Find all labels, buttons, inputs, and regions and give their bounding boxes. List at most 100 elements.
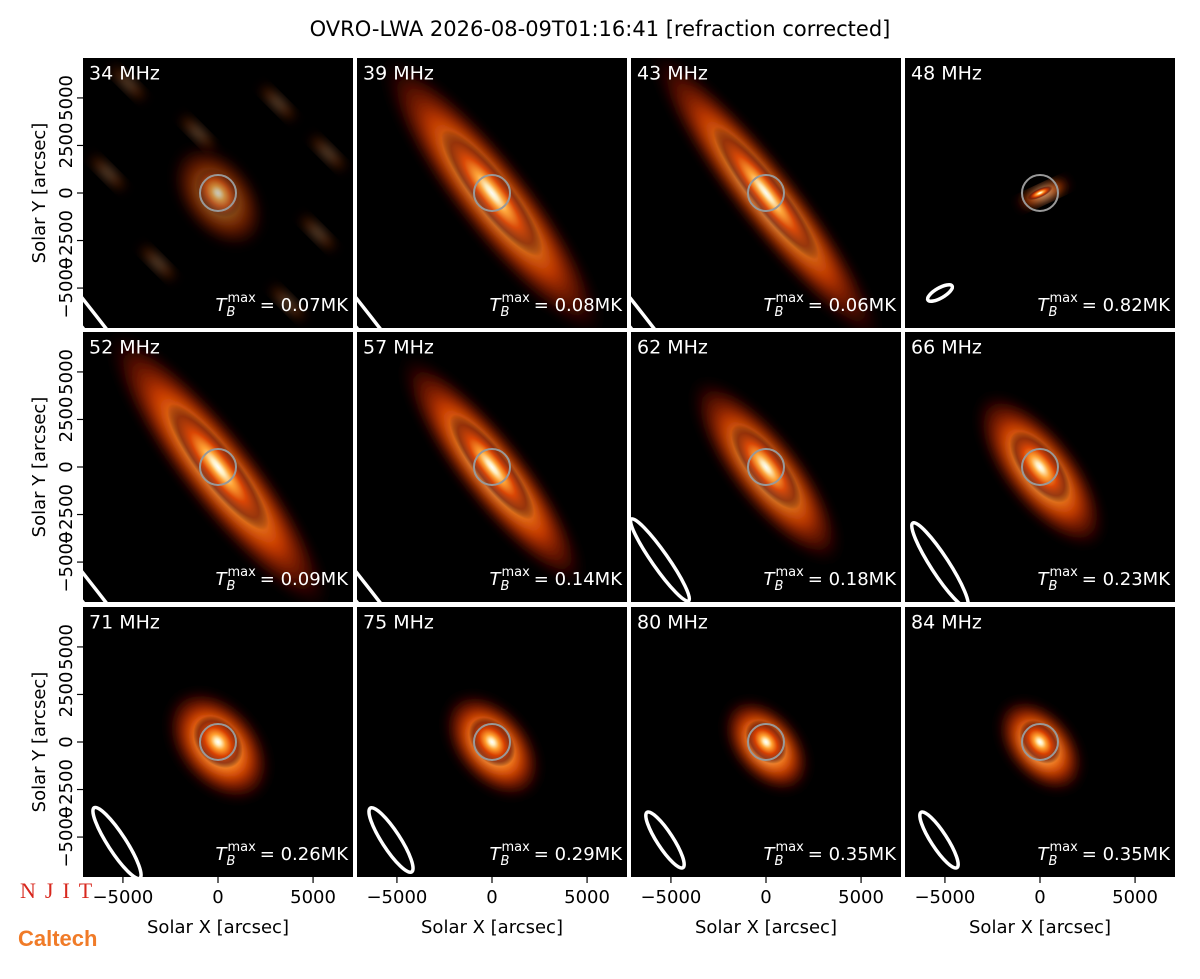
solar-disk (747, 448, 785, 486)
panel-title: 52 MHz (89, 337, 160, 359)
solar-disk (199, 448, 237, 486)
y-axis-label: Solar Y [arcsec] (29, 123, 50, 264)
image (631, 377, 843, 602)
tb-value: = 0.82MK (1082, 295, 1171, 316)
tb-symbol: T (216, 295, 229, 316)
y-tick-label: 0 (56, 187, 77, 198)
beam (631, 517, 692, 602)
emission-core (1027, 185, 1053, 201)
image (83, 332, 331, 602)
x-tick-label: 5000 (1112, 887, 1158, 908)
tb-sub: B (501, 305, 510, 320)
noise (107, 62, 149, 104)
emission-core (468, 717, 516, 767)
y-tick-label: −2500 (56, 210, 77, 271)
beam (83, 136, 232, 328)
tb-value: = 0.23MK (1082, 569, 1171, 590)
tb-sub: B (501, 579, 510, 594)
panel: 66 MHz TBmax = 0.23MK (905, 332, 1175, 602)
x-tick-label: 5000 (564, 887, 610, 908)
tb-annotation: TBmax = 0.07MK (216, 291, 350, 320)
tb-symbol: T (216, 569, 229, 590)
solar-disk (1021, 448, 1059, 486)
solar-disk (747, 174, 785, 212)
noise (87, 152, 129, 194)
tb-sup: max (501, 840, 530, 855)
tb-sup: max (227, 565, 256, 580)
y-tick-label: 0 (56, 461, 77, 472)
tb-sub: B (227, 579, 236, 594)
beam (357, 410, 506, 602)
tb-symbol: T (1038, 569, 1051, 590)
y-tick-label: −2500 (56, 759, 77, 820)
tb-sub: B (227, 854, 236, 869)
tb-sup: max (775, 565, 804, 580)
emission-core (1019, 720, 1061, 764)
panel-title: 57 MHz (363, 337, 434, 359)
x-axis-label: Solar X [arcsec] (695, 917, 837, 938)
beam (91, 805, 143, 877)
emission-core (1009, 431, 1071, 503)
image (644, 698, 811, 870)
beam (909, 521, 971, 602)
y-tick-label: −5000 (56, 807, 77, 868)
tb-sup: max (1049, 565, 1078, 580)
tb-value: = 0.18MK (808, 569, 897, 590)
tb-symbol: T (490, 569, 503, 590)
panel: 43 MHz TBmax = 0.06MK (631, 58, 901, 328)
y-tick-label: 2500 (56, 672, 77, 718)
panel-title: 71 MHz (89, 612, 160, 634)
y-tick-label: 2500 (56, 397, 77, 443)
solar-disk (473, 448, 511, 486)
tb-annotation: TBmax = 0.29MK (490, 840, 624, 869)
beam (631, 136, 780, 328)
solar-disk (747, 723, 785, 761)
emission-core (167, 403, 269, 531)
tb-annotation: TBmax = 0.26MK (216, 840, 350, 869)
logo-caltech: Caltech (18, 926, 97, 951)
tb-value: = 0.08MK (534, 295, 623, 316)
tb-sub: B (775, 854, 784, 869)
tb-annotation: TBmax = 0.82MK (1038, 291, 1172, 320)
tb-annotation: TBmax = 0.09MK (216, 565, 350, 594)
emission-core (745, 720, 787, 764)
panel-title: 62 MHz (637, 337, 708, 359)
x-tick-label: 0 (1034, 887, 1045, 908)
tb-sup: max (1049, 840, 1078, 855)
solar-disk (473, 174, 511, 212)
tb-value: = 0.14MK (534, 569, 623, 590)
emission-core (713, 126, 819, 260)
panel-title: 43 MHz (637, 63, 708, 85)
solar-disk (199, 174, 237, 212)
x-axis-label: Solar X [arcsec] (147, 917, 289, 938)
image (925, 174, 1072, 303)
y-tick-label: 2500 (56, 123, 77, 169)
tb-value: = 0.35MK (808, 844, 897, 865)
x-tick-label: 5000 (838, 887, 884, 908)
panel-title: 84 MHz (911, 612, 982, 634)
tb-sub: B (775, 305, 784, 320)
tb-annotation: TBmax = 0.14MK (490, 565, 624, 594)
logo-njit: NJIT (20, 878, 101, 903)
solar-disk (473, 723, 511, 761)
solar-disk (199, 723, 237, 761)
x-tick-label: 0 (212, 887, 223, 908)
y-tick-label: 5000 (56, 75, 77, 121)
tb-sub: B (501, 854, 510, 869)
tb-symbol: T (764, 569, 777, 590)
y-tick-label: 5000 (56, 349, 77, 395)
y-tick-label: −5000 (56, 258, 77, 319)
panel: 62 MHz TBmax = 0.18MK (631, 332, 901, 602)
emission-core (441, 129, 543, 257)
tb-sub: B (1049, 305, 1058, 320)
panel-title: 75 MHz (363, 612, 434, 634)
beam (367, 806, 415, 874)
y-tick-label: −2500 (56, 484, 77, 545)
noise (257, 82, 299, 124)
tb-sub: B (1049, 579, 1058, 594)
image (909, 392, 1106, 602)
beam (83, 410, 232, 602)
